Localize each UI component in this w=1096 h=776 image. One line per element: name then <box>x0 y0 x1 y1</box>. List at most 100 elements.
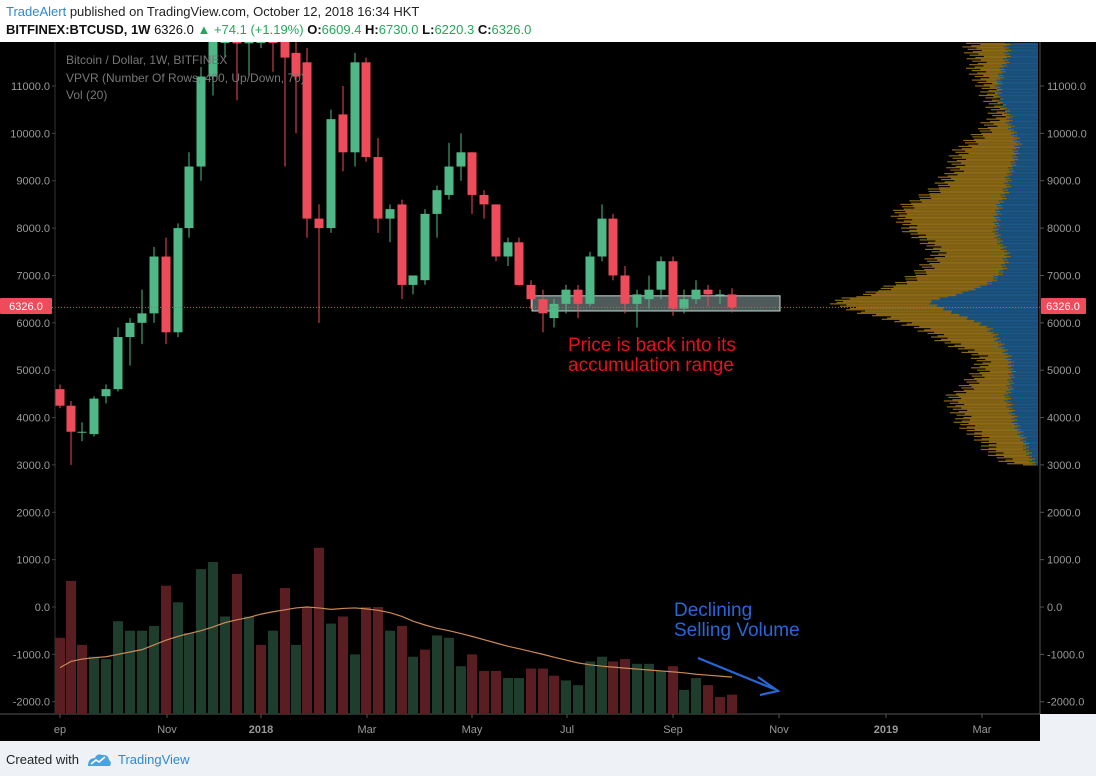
candle-body[interactable] <box>620 275 630 304</box>
candle-body[interactable] <box>196 76 206 167</box>
candle-body[interactable] <box>361 62 371 158</box>
candle-body[interactable] <box>268 42 278 43</box>
vpvr-row-up <box>894 212 997 214</box>
candle-body[interactable] <box>397 204 407 285</box>
y-tick-right-label: 2000.0 <box>1047 507 1081 519</box>
candle-body[interactable] <box>491 204 501 257</box>
candle-body[interactable] <box>727 294 737 308</box>
candle-body[interactable] <box>125 322 135 338</box>
candle-body[interactable] <box>350 62 360 153</box>
vpvr-row-up <box>934 182 1005 184</box>
chart-area[interactable]: 11000.0 10000.0 9000.0 8000.0 7000.0 6000.0 50… <box>0 42 1096 742</box>
candle-body[interactable] <box>691 289 701 300</box>
candle-body[interactable] <box>597 218 607 257</box>
candle-body[interactable] <box>644 289 654 300</box>
candle-body[interactable] <box>408 275 418 285</box>
candle-body[interactable] <box>302 62 312 219</box>
vpvr-row-up <box>917 232 999 234</box>
vpvr-row-up <box>996 88 1003 91</box>
candle-body[interactable] <box>173 228 183 333</box>
volume-bar <box>549 675 559 714</box>
candle-body[interactable] <box>338 114 348 153</box>
vpvr-row-down <box>956 293 1038 295</box>
vpvr-row-down <box>1008 128 1038 130</box>
candle-body[interactable] <box>101 389 111 397</box>
candle-body[interactable] <box>244 42 254 44</box>
vpvr-row-down <box>929 303 1038 305</box>
vpvr-row-down <box>1004 193 1038 195</box>
vpvr-row-up <box>974 377 1012 380</box>
vpvr-row-up <box>856 306 945 309</box>
vpvr-row-down <box>999 228 1038 230</box>
candle-body[interactable] <box>89 398 99 435</box>
author-link[interactable]: TradeAlert <box>6 4 67 19</box>
footer-brand-link[interactable]: TradingView <box>118 752 190 767</box>
x-tick-label: Nov <box>769 724 789 736</box>
candle-body[interactable] <box>232 42 242 44</box>
vpvr-row-up <box>909 226 997 228</box>
vpvr-row-up <box>977 62 1006 65</box>
vpvr-row-up <box>983 74 1004 76</box>
vpvr-row-down <box>1003 244 1038 246</box>
candle-body[interactable] <box>220 42 230 43</box>
candle-body[interactable] <box>113 337 123 390</box>
candle-body[interactable] <box>208 42 218 77</box>
vpvr-row-up <box>984 376 1016 378</box>
candle-body[interactable] <box>503 242 513 257</box>
candle-body[interactable] <box>479 194 489 205</box>
candle-body[interactable] <box>656 261 666 290</box>
candle-body[interactable] <box>280 42 290 58</box>
vpvr-row-up <box>955 405 1010 407</box>
vpvr-row-down <box>1012 380 1038 382</box>
vpvr-row-down <box>1004 176 1038 178</box>
candle-body[interactable] <box>679 299 689 309</box>
vpvr-row-up <box>963 139 1014 142</box>
candle-body[interactable] <box>66 405 76 432</box>
vpvr-row-down <box>1007 399 1038 401</box>
candle-body[interactable] <box>149 256 159 314</box>
candle-body[interactable] <box>467 152 477 195</box>
candle-body[interactable] <box>715 294 725 296</box>
candle-body[interactable] <box>668 261 678 309</box>
vpvr-row-up <box>997 125 1015 127</box>
candle-body[interactable] <box>538 299 548 314</box>
vpvr-row-up <box>949 402 1008 404</box>
vpvr-row-down <box>1003 98 1038 100</box>
candle-body[interactable] <box>420 213 430 281</box>
candle-body[interactable] <box>573 289 583 304</box>
volume-bar <box>291 644 301 714</box>
price-chart[interactable]: 11000.0 10000.0 9000.0 8000.0 7000.0 6000.0 50… <box>0 42 1096 742</box>
vpvr-row-up <box>856 296 948 298</box>
candle-body[interactable] <box>526 284 536 300</box>
vpvr-row-down <box>1012 371 1038 374</box>
candle-body[interactable] <box>291 52 301 77</box>
candle-body[interactable] <box>256 42 266 43</box>
candle-body[interactable] <box>373 157 383 219</box>
candle-body[interactable] <box>549 303 559 319</box>
vpvr-row-up <box>968 350 1006 352</box>
candle-body[interactable] <box>608 218 618 276</box>
candle-body[interactable] <box>561 289 571 304</box>
candle-body[interactable] <box>444 166 454 195</box>
candle-body[interactable] <box>456 152 466 167</box>
candle-body[interactable] <box>385 209 395 219</box>
vpvr-row-up <box>902 231 993 233</box>
candle-body[interactable] <box>514 242 524 285</box>
candle-body[interactable] <box>184 166 194 229</box>
vpvr-row-up <box>880 287 975 290</box>
vpvr-row-down <box>1036 464 1038 466</box>
candle-body[interactable] <box>703 289 713 295</box>
candle-body[interactable] <box>632 294 642 304</box>
vpvr-row-up <box>993 96 1001 98</box>
volume-bar <box>385 630 395 714</box>
candle-body[interactable] <box>326 119 336 229</box>
candle-body[interactable] <box>161 256 171 333</box>
vpvr-row-down <box>936 305 1038 307</box>
vpvr-row-down <box>981 286 1038 288</box>
candle-body[interactable] <box>432 190 442 214</box>
candle-body[interactable] <box>77 431 87 433</box>
candle-body[interactable] <box>585 256 595 304</box>
candle-body[interactable] <box>137 313 147 323</box>
candle-body[interactable] <box>314 218 324 229</box>
candle-body[interactable] <box>55 389 65 406</box>
